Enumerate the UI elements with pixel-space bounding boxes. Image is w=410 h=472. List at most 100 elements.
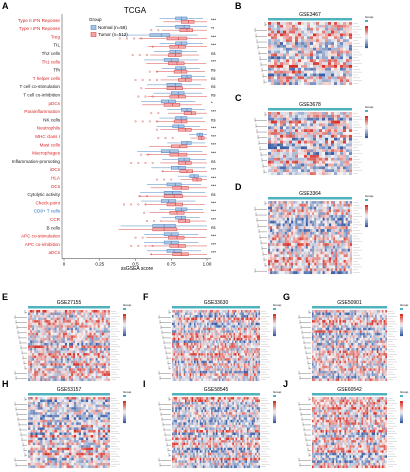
outlier-point [140, 37, 143, 40]
legend-colorbar-step [273, 325, 276, 328]
significance-label: *** [211, 242, 216, 247]
panel-j-title: GSE60542 [337, 387, 362, 393]
panel-h: H GSE53157 Group [2, 379, 132, 469]
legend-colorbar-step [123, 401, 126, 404]
category-label: Inflammation-promoting [12, 159, 61, 164]
panel-e: E GSE27155 Group [2, 292, 132, 382]
outlier-point [151, 244, 154, 247]
legend-colorbar-step [273, 405, 276, 408]
legend-colorbar-step [273, 327, 276, 330]
tumor-box [166, 86, 183, 90]
category-label: TIL [53, 43, 60, 48]
category-label: Th2 cells [42, 51, 61, 56]
significance-label: *** [211, 184, 216, 189]
tumor-box [178, 219, 191, 223]
outlier-point [134, 78, 137, 81]
tumor-box [179, 28, 193, 32]
row-dendrogram [254, 112, 267, 174]
tumor-box [171, 144, 188, 149]
row-labels [111, 398, 120, 467]
legend-colorbar-step [273, 314, 276, 317]
outlier-point [164, 137, 167, 140]
tumor-box [178, 161, 192, 165]
tumor-box [183, 111, 196, 115]
legend-colorbar-step [273, 403, 276, 406]
category-label: Cytolytic activity [27, 192, 60, 197]
legend-colorbar-step [273, 414, 276, 417]
outlier-point [137, 244, 140, 247]
category-label: Mast cells [40, 142, 61, 147]
legend-colorbar-step [400, 403, 403, 406]
legend-colorbar-step [365, 131, 368, 134]
legend-tumor-label: Tumor (n=512) [98, 32, 128, 37]
legend-group-swatch [273, 308, 276, 310]
legend-colorbar-step [123, 416, 126, 419]
outlier-point [138, 195, 141, 198]
legend-colorbar-step [365, 34, 368, 38]
legend-colorbar-step [123, 418, 126, 421]
outlier-point [150, 29, 153, 32]
significance-label: *** [211, 18, 216, 23]
group-annotation-bar [312, 306, 387, 309]
outlier-point [140, 87, 143, 90]
tumor-box [169, 244, 186, 248]
row-dendrogram [298, 310, 311, 380]
significance-label: * [211, 101, 213, 106]
heatmap-cells [28, 397, 111, 469]
tumor-box [172, 252, 189, 256]
significance-label: ** [211, 26, 215, 31]
legend-colorbar-step [400, 329, 403, 332]
legend-colorbar-step [365, 118, 368, 121]
panel-j: J GSE60542 Group [283, 379, 409, 469]
legend-colorbar-step [365, 41, 368, 44]
legend-colorbar-step [273, 322, 276, 326]
legend-group-swatch [400, 395, 403, 397]
legend-colorbar-step [400, 420, 403, 424]
outlier-point [145, 54, 148, 57]
legend-colorbar-step [365, 43, 368, 46]
legend-group-swatch [365, 199, 368, 201]
category-label: Macrophages [32, 151, 61, 156]
significance-label: *** [211, 126, 216, 131]
legend-colorbar-step [400, 333, 403, 337]
normal-box [181, 108, 192, 112]
outlier-point [155, 120, 158, 123]
row-labels [353, 202, 362, 273]
heatmap-cells [268, 112, 353, 176]
significance-label: *** [211, 134, 216, 139]
legend-colorbar-step [365, 216, 368, 219]
category-label: APC co-inhibition [25, 242, 61, 247]
legend-colorbar-step [365, 39, 368, 42]
outlier-point [141, 78, 144, 81]
panel-b-letter: B [235, 1, 242, 11]
outlier-point [145, 220, 148, 223]
heatmap-legend-title: Group [273, 303, 282, 307]
significance-label: *** [211, 233, 216, 238]
significance-label: *** [211, 142, 216, 147]
heatmap-legend-title: Group [365, 105, 374, 109]
significance-label: *** [211, 217, 216, 222]
legend-colorbar-step [273, 418, 276, 421]
legend-colorbar-step [400, 318, 403, 321]
tumor-box [172, 186, 189, 190]
category-label: Tfh [53, 68, 60, 73]
outlier-point [153, 220, 156, 223]
heatmap-legend-title: Group [365, 15, 374, 19]
legend-colorbar-step [123, 314, 126, 317]
outlier-point [151, 161, 154, 164]
legend-title: Group [89, 17, 102, 22]
outlier-point [155, 70, 158, 73]
heatmap-legend-title: Group [123, 303, 132, 307]
legend-colorbar-step [123, 327, 126, 330]
significance-label: ns [211, 84, 216, 89]
legend-group-swatch [273, 395, 276, 397]
normal-box [166, 83, 182, 87]
group-annotation-bar [28, 306, 110, 309]
legend-colorbar-step [365, 32, 368, 35]
legend-colorbar-step [400, 314, 403, 317]
tumor-box [168, 235, 185, 240]
legend-colorbar-step [123, 409, 126, 413]
outlier-point [147, 153, 150, 156]
tumor-box [169, 45, 186, 49]
